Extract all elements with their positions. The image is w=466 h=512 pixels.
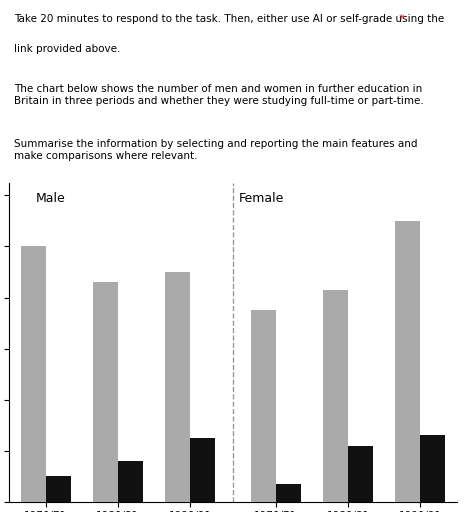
Text: Take 20 minutes to respond to the task. Then, either use AI or self-grade using : Take 20 minutes to respond to the task. … (14, 14, 444, 24)
Bar (396, 221, 420, 502)
Bar (420, 435, 445, 502)
Text: link provided above.: link provided above. (14, 44, 120, 54)
Text: Female: Female (238, 191, 284, 205)
Text: Male: Male (35, 191, 65, 205)
Bar (118, 461, 143, 502)
Text: The chart below shows the number of men and women in further education in
Britai: The chart below shows the number of men … (14, 84, 424, 105)
Bar (21, 246, 46, 502)
Bar (348, 445, 373, 502)
Bar (323, 290, 348, 502)
Bar (276, 484, 301, 502)
Bar (251, 310, 276, 502)
Text: *: * (396, 14, 404, 24)
Bar (190, 438, 215, 502)
Text: Summarise the information by selecting and reporting the main features and
make : Summarise the information by selecting a… (14, 139, 417, 161)
Bar (93, 282, 118, 502)
Bar (165, 272, 190, 502)
Bar (46, 476, 70, 502)
